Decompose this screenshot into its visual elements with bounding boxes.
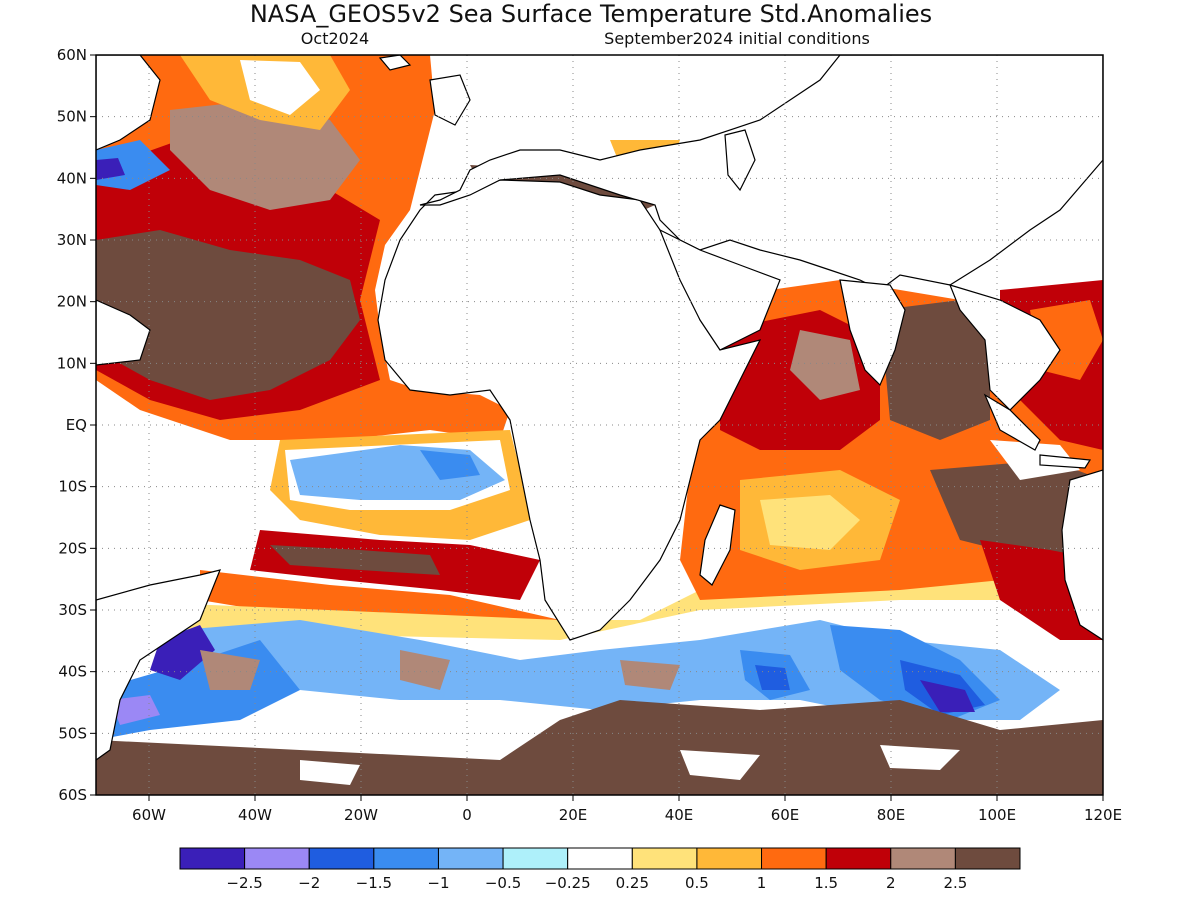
colorbar-label: 1 — [757, 874, 767, 892]
colorbar-label: −0.5 — [485, 874, 521, 892]
anomaly-region — [300, 745, 960, 785]
south-america-landmass — [96, 299, 221, 761]
colorbar-swatch — [761, 847, 827, 870]
southeast-asia-landmass — [948, 284, 1061, 411]
lon-tick-label: 120E — [1084, 806, 1122, 824]
colorbar-swatch — [244, 847, 310, 870]
colorbar-label: 0.25 — [616, 874, 649, 892]
map-panel — [96, 55, 1103, 795]
anomaly-region — [990, 440, 1080, 480]
colorbar-swatch — [373, 847, 439, 870]
valid-month-label: Oct2024 — [301, 29, 369, 48]
lat-tick-label: EQ — [66, 416, 87, 434]
anomaly-region — [760, 495, 860, 550]
sumatra-island — [983, 393, 1041, 451]
map-title: NASA_GEOS5v2 Sea Surface Temperature Std… — [250, 0, 932, 28]
colorbar-label: 0.5 — [685, 874, 709, 892]
lat-tick-label: 20N — [57, 293, 87, 311]
lon-tick-label: 20W — [344, 806, 378, 824]
colorbar: −2.5 −2 −1.5 −1 −0.5 −0.25 0.25 0.5 1 1.5 2 2.5 — [179, 847, 1021, 892]
colorbar-label: −1 — [427, 874, 449, 892]
lon-tick-label: 0 — [462, 806, 472, 824]
colorbar-label: −1.5 — [356, 874, 392, 892]
lat-tick-label: 30S — [58, 601, 87, 619]
sst-anomaly-field — [96, 55, 1103, 795]
anomaly-region — [420, 450, 480, 480]
lat-tick-label: 60N — [57, 46, 87, 64]
lat-tick-label: 40N — [57, 169, 87, 187]
colorbar-swatch — [825, 847, 892, 870]
africa-landmass — [377, 179, 762, 641]
colorbar-swatch — [437, 847, 504, 870]
colorbar-swatch — [567, 847, 633, 870]
colorbar-swatch — [179, 847, 246, 870]
iceland-landmass — [378, 55, 412, 71]
longitude-axis: 60W 40W 20W 0 20E 40E 60E 80E 100E 120E — [132, 795, 1122, 824]
caspian-sea — [724, 129, 756, 192]
madagascar-landmass — [699, 504, 736, 586]
anomaly-region — [96, 230, 360, 400]
colorbar-swatch — [308, 847, 375, 870]
lat-tick-label: 10S — [58, 478, 87, 496]
anomaly-region — [200, 650, 680, 690]
anomaly-region — [96, 140, 170, 190]
lon-tick-label: 40W — [238, 806, 272, 824]
colorbar-label: −0.25 — [545, 874, 591, 892]
colorbar-label: −2 — [298, 874, 320, 892]
lat-tick-label: 30N — [57, 231, 87, 249]
lat-tick-label: 50N — [57, 108, 87, 126]
lat-tick-label: 10N — [57, 354, 87, 372]
lon-tick-label: 20E — [559, 806, 588, 824]
anomaly-region — [880, 300, 990, 440]
anomaly-region — [920, 680, 975, 712]
colorbar-swatch — [696, 847, 763, 870]
colorbar-swatch — [502, 847, 569, 870]
colorbar-label: 2.5 — [943, 874, 967, 892]
anomaly-region — [240, 60, 320, 115]
lon-tick-label: 100E — [978, 806, 1016, 824]
north-america-landmass — [96, 55, 161, 151]
australia-landmass — [1061, 469, 1103, 641]
land-masses — [96, 55, 1103, 761]
anomaly-region — [110, 695, 160, 725]
colorbar-label: −2.5 — [226, 874, 262, 892]
anomaly-region — [270, 545, 440, 575]
latitude-axis: 60N 50N 40N 30N 20N 10N EQ 10S 20S 30S 40S 50S 60S — [57, 46, 96, 804]
anomaly-region — [755, 665, 790, 690]
europe-landmass — [419, 55, 1103, 291]
lon-tick-label: 60E — [771, 806, 800, 824]
colorbar-swatch — [890, 847, 956, 870]
arabia-landmass — [658, 228, 781, 351]
java-island — [1039, 454, 1092, 469]
initial-conditions-label: September2024 initial conditions — [604, 29, 870, 48]
colorbar-swatch — [631, 847, 698, 870]
lat-tick-label: 20S — [58, 539, 87, 557]
lat-tick-label: 50S — [58, 724, 87, 742]
india-landmass — [839, 279, 906, 387]
colorbar-label: 1.5 — [814, 874, 838, 892]
lon-tick-label: 40E — [665, 806, 694, 824]
anomaly-region — [96, 158, 125, 180]
anomaly-region — [930, 460, 1103, 560]
lat-tick-label: 60S — [58, 786, 87, 804]
anomaly-region — [790, 330, 860, 400]
lat-tick-label: 40S — [58, 663, 87, 681]
colorbar-swatch — [954, 847, 1021, 870]
lon-tick-label: 80E — [877, 806, 906, 824]
colorbar-label: 2 — [886, 874, 896, 892]
lon-tick-label: 60W — [132, 806, 166, 824]
british-isles-landmass — [429, 74, 471, 126]
